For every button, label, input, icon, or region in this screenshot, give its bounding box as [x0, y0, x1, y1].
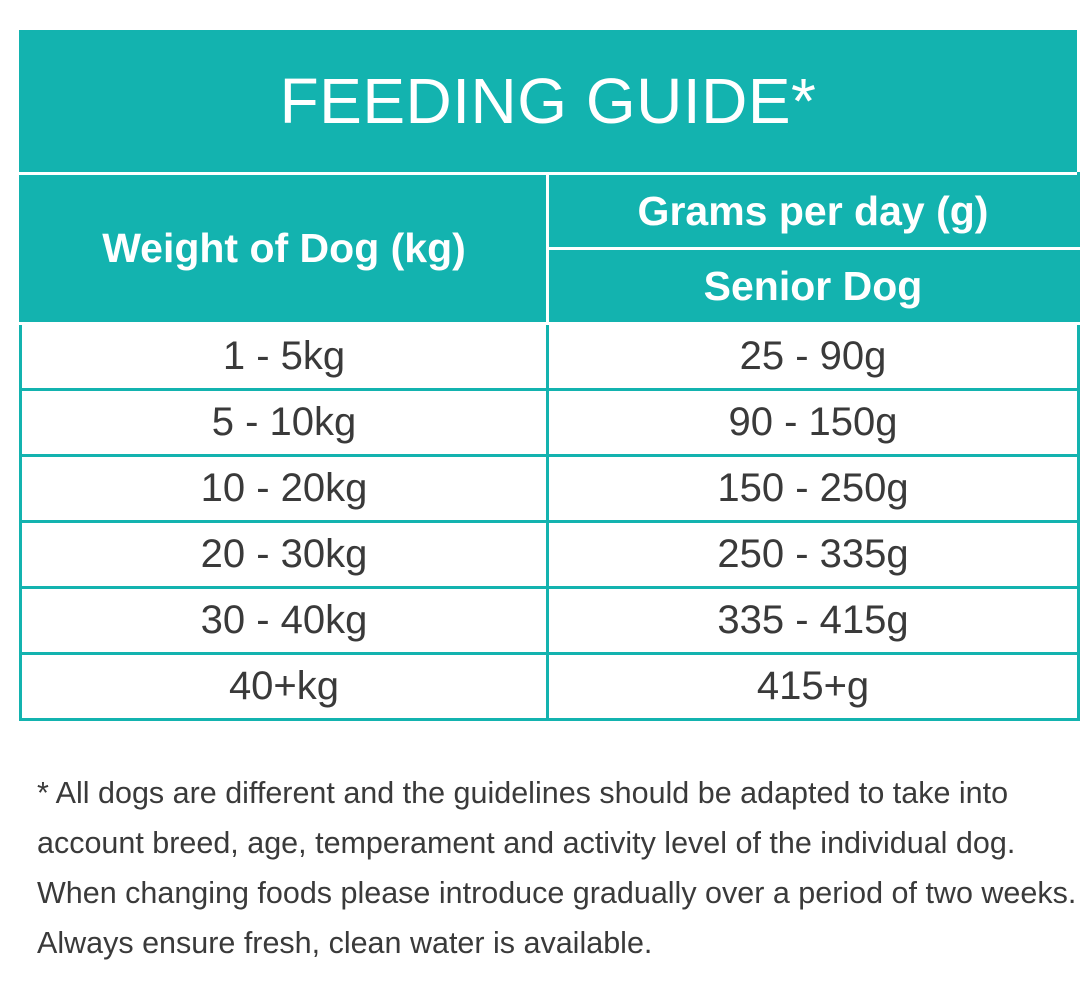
header-grams-per-day: Grams per day (g) [546, 172, 1080, 250]
grams-cell: 335 - 415g [546, 586, 1080, 655]
header-weight: Weight of Dog (kg) [19, 172, 549, 325]
feeding-table: Weight of Dog (kg) Grams per day (g) Sen… [19, 172, 1080, 721]
weight-cell: 40+kg [19, 652, 549, 721]
note-line: Always ensure fresh, clean water is avai… [37, 926, 653, 960]
grams-cell: 250 - 335g [546, 520, 1080, 589]
grams-cell: 150 - 250g [546, 454, 1080, 523]
table-row: 1 - 5kg 25 - 90g [19, 322, 1080, 391]
weight-cell: 10 - 20kg [19, 454, 549, 523]
grams-cell: 25 - 90g [546, 322, 1080, 391]
weight-cell: 5 - 10kg [19, 388, 549, 457]
table-row: 40+kg 415+g [19, 652, 1080, 721]
table-row: 20 - 30kg 250 - 335g [19, 520, 1080, 589]
weight-cell: 20 - 30kg [19, 520, 549, 589]
feeding-guide: FEEDING GUIDE* Weight of Dog (kg) Grams … [19, 30, 1080, 721]
header-senior-dog: Senior Dog [546, 247, 1080, 325]
grams-cell: 90 - 150g [546, 388, 1080, 457]
feeding-guide-title: FEEDING GUIDE* [19, 30, 1077, 172]
feeding-note: * All dogs are different and the guideli… [37, 768, 1077, 968]
note-line: * All dogs are different and the guideli… [37, 776, 1009, 810]
table-row: 10 - 20kg 150 - 250g [19, 454, 1080, 523]
table-row: 30 - 40kg 335 - 415g [19, 586, 1080, 655]
note-line: When changing foods please introduce gra… [37, 876, 1077, 910]
weight-cell: 1 - 5kg [19, 322, 549, 391]
grams-cell: 415+g [546, 652, 1080, 721]
table-row: 5 - 10kg 90 - 150g [19, 388, 1080, 457]
weight-cell: 30 - 40kg [19, 586, 549, 655]
note-line: account breed, age, temperament and acti… [37, 826, 1016, 860]
